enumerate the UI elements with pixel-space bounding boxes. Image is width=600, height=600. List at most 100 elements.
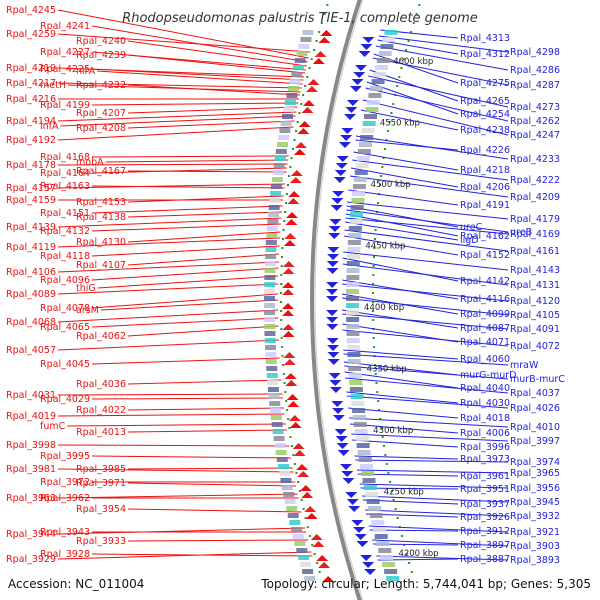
inner-tick-mark <box>412 22 415 24</box>
feature-band-inner <box>354 170 368 175</box>
feature-band-inner <box>357 450 371 455</box>
forward-gene-arrow <box>282 268 295 274</box>
reverse-gene-arrow <box>334 429 347 435</box>
feature-band-outer <box>292 534 304 539</box>
kbp-scale-label: 4600 kbp <box>393 57 433 67</box>
feature-band-inner <box>350 212 364 217</box>
gene-leader-line-forward <box>97 70 303 85</box>
feature-band-outer <box>279 128 291 133</box>
inner-tick-mark <box>407 40 410 42</box>
feature-band-inner <box>347 345 361 350</box>
outer-tick-mark <box>282 373 285 375</box>
outer-tick-mark <box>280 319 283 321</box>
gene-label-forward: Rpal_4089 <box>6 289 56 300</box>
inner-tick-mark <box>408 562 411 564</box>
feature-band-outer <box>292 65 304 70</box>
outer-tick-mark <box>287 418 290 420</box>
reverse-gene-arrow <box>345 492 358 498</box>
gene-leader-line-reverse <box>346 201 509 220</box>
reverse-gene-arrow <box>351 79 364 85</box>
gene-leader-line-forward <box>92 68 304 81</box>
gene-label-forward: Rpal_4062 <box>76 331 126 342</box>
gene-label-forward: Rpal_4194 <box>6 116 56 127</box>
feature-band-inner <box>346 324 360 329</box>
gene-label-reverse: Rpal_4169 <box>510 229 560 240</box>
reverse-gene-arrow <box>326 261 339 267</box>
outer-tick-mark <box>288 175 291 177</box>
gene-leader-line-forward <box>100 299 279 311</box>
reverse-gene-arrow <box>329 219 342 225</box>
gene-leader-line-reverse <box>343 353 509 366</box>
feature-band-outer <box>290 527 302 532</box>
gene-leader-line-forward <box>58 413 285 417</box>
gene-label-reverse: Rpal_4116 <box>460 294 510 305</box>
gene-leader-line-forward <box>67 423 286 427</box>
gene-label-reverse: Rpal_3951 <box>460 484 510 495</box>
feature-band-inner <box>384 569 398 574</box>
gene-label-forward: fumC <box>40 421 66 432</box>
gene-label-reverse: Rpal_3887 <box>460 554 510 565</box>
gene-label-forward: nirA <box>76 66 96 77</box>
forward-gene-arrow <box>314 51 327 57</box>
reverse-gene-arrow <box>351 520 364 526</box>
forward-gene-arrow <box>283 359 296 365</box>
outer-tick-mark <box>297 481 300 483</box>
gene-leader-line-forward <box>127 325 279 337</box>
gene-label-forward: Rpal_4106 <box>6 267 56 278</box>
gene-leader-line-forward <box>128 429 287 433</box>
gene-label-forward: Rpal_4159 <box>6 195 56 206</box>
feature-band-inner <box>362 121 376 126</box>
feature-band-inner <box>347 254 361 259</box>
feature-band-outer <box>272 170 284 175</box>
inner-tick-mark <box>376 391 379 393</box>
gene-leader-line-forward <box>127 40 307 67</box>
outer-tick-mark <box>300 103 303 105</box>
outer-tick-mark <box>304 85 307 87</box>
gene-leader-line-forward <box>58 551 312 560</box>
outer-tick-mark <box>292 148 295 150</box>
outer-tick-mark <box>281 256 284 258</box>
feature-band-inner <box>357 149 371 154</box>
reverse-gene-arrow <box>327 345 340 351</box>
inner-tick-mark <box>372 301 375 303</box>
gene-label-forward: Rpal_3943 <box>40 527 90 538</box>
reverse-gene-arrow <box>342 478 355 484</box>
reverse-gene-arrow <box>326 296 339 302</box>
outer-tick-mark <box>284 391 287 393</box>
feature-band-inner <box>365 107 379 112</box>
gene-label-reverse: Rpal_4298 <box>510 47 560 58</box>
gene-leader-line-forward <box>58 339 279 351</box>
feature-band-inner <box>382 37 396 42</box>
feature-band-outer <box>281 485 293 490</box>
gene-leader-line-reverse <box>352 159 509 181</box>
outer-tick-mark <box>323 13 326 15</box>
gene-label-reverse: Rpal_4152 <box>460 250 510 261</box>
gene-label-reverse: Rpal_4254 <box>460 109 510 120</box>
gene-leader-line-forward <box>128 508 302 513</box>
gene-leader-line-forward <box>105 159 289 163</box>
feature-band-inner <box>376 541 390 546</box>
gene-label-forward: Rpal_3972 <box>40 477 90 488</box>
feature-band-outer <box>265 240 277 245</box>
gene-leader-line-forward <box>58 163 288 166</box>
inner-tick-mark <box>400 535 403 537</box>
gene-leader-line-forward <box>57 9 309 59</box>
gene-leader-line-forward <box>58 283 279 295</box>
gene-label-forward: Rpal_4163 <box>40 181 90 192</box>
gene-label-reverse: Rpal_4161 <box>510 246 560 257</box>
gene-label-reverse: murG-murD <box>460 370 516 381</box>
reverse-gene-arrow <box>362 37 375 43</box>
gene-label-forward: thiG <box>76 283 96 294</box>
outer-tick-mark <box>298 490 301 492</box>
reverse-gene-arrow <box>328 373 341 379</box>
gene-label-reverse: Rpal_4072 <box>510 341 560 352</box>
feature-band-outer <box>286 93 298 98</box>
feature-band-inner <box>365 492 379 497</box>
feature-band-outer <box>264 338 276 343</box>
feature-band-outer <box>276 457 288 462</box>
feature-band-outer <box>264 289 276 294</box>
feature-band-outer <box>294 541 306 546</box>
forward-gene-arrow <box>312 541 325 547</box>
gene-label-forward: Rpal_4240 <box>76 36 126 47</box>
feature-band-outer <box>265 254 277 259</box>
